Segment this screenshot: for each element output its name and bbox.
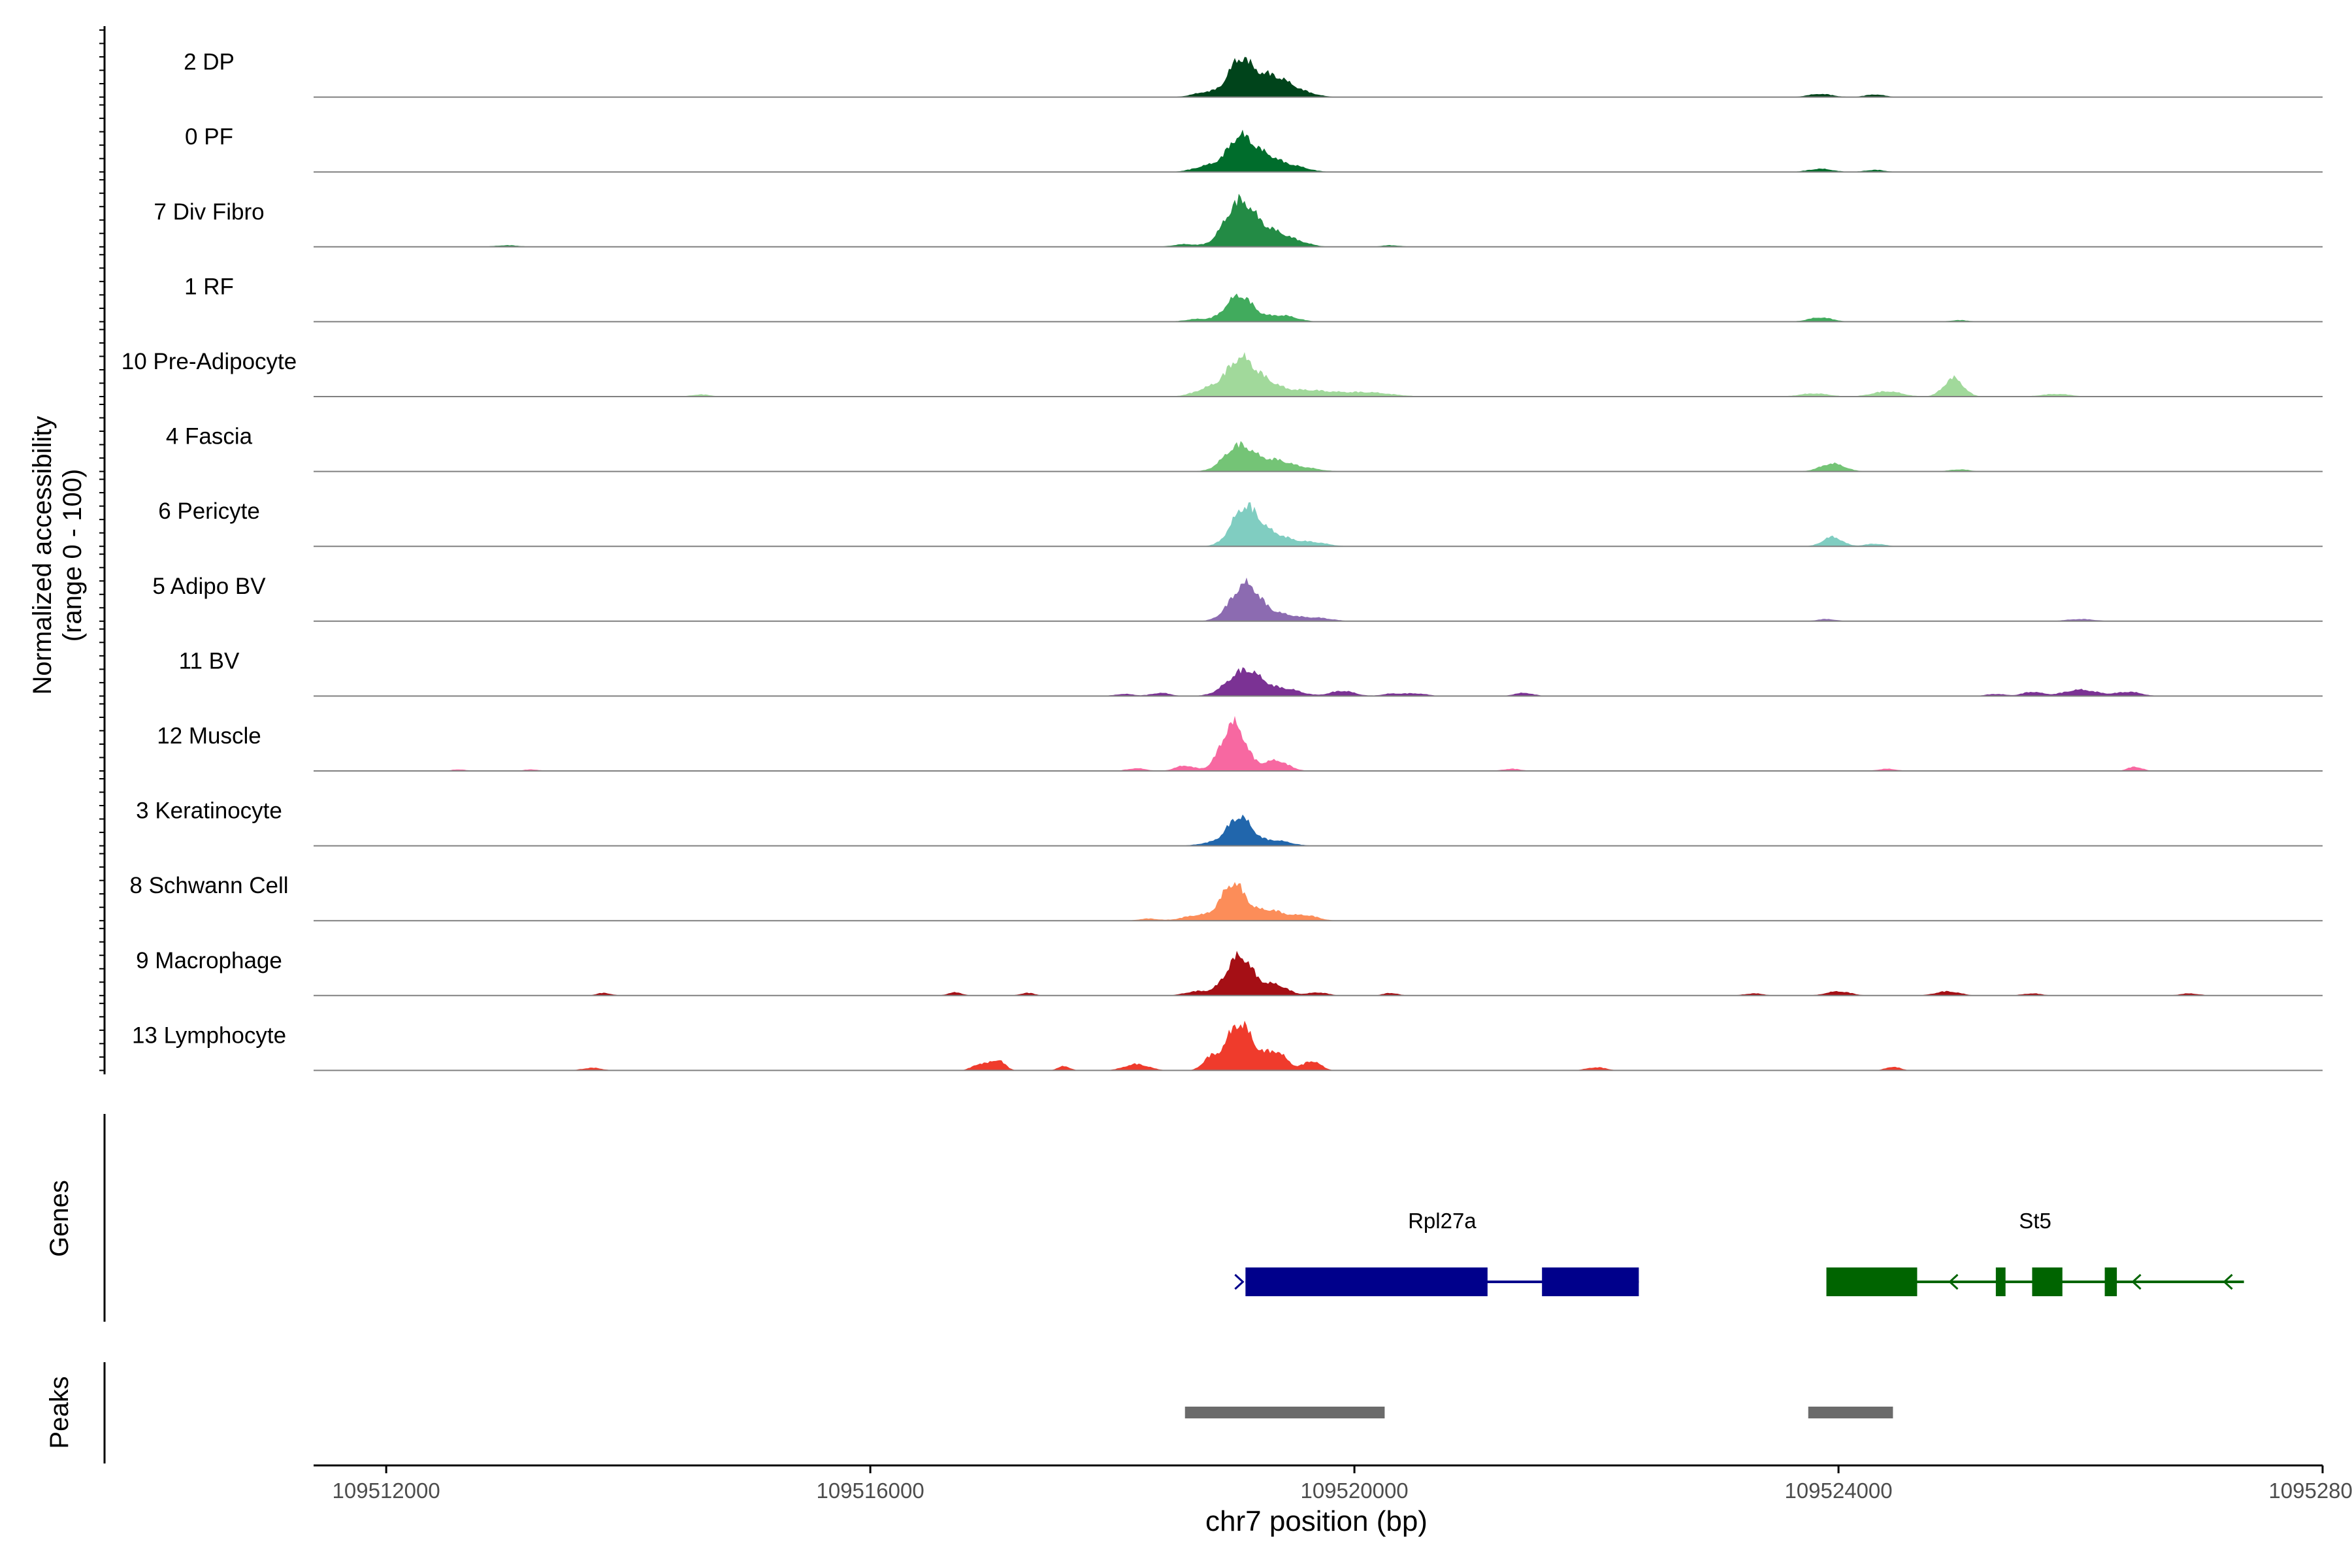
track-5-adipo-bv: 5 Adipo BV <box>152 574 2323 622</box>
gene-label: St5 <box>2019 1209 2051 1233</box>
coverage-area <box>314 667 2323 696</box>
gene-st5: St5 <box>1826 1209 2244 1296</box>
gene-strand-arrow <box>1948 1273 1959 1290</box>
coverage-area <box>314 882 2323 921</box>
track-label: 6 Pericyte <box>158 498 260 524</box>
track-0-pf: 0 PF <box>185 124 2323 173</box>
coverage-area <box>314 715 2323 771</box>
peaks-panel-label: Peaks <box>45 1376 74 1448</box>
gene-exon <box>2104 1267 2117 1296</box>
left-axis-panel <box>99 26 106 1075</box>
track-label: 8 Schwann Cell <box>129 873 288 898</box>
track-6-pericyte: 6 Pericyte <box>158 498 2323 547</box>
x-tick-label: 109520000 <box>1300 1478 1408 1503</box>
track-label: 13 Lymphocyte <box>132 1022 286 1048</box>
track-3-keratinocyte: 3 Keratinocyte <box>136 798 2323 847</box>
track-label: 3 Keratinocyte <box>136 798 282 824</box>
track-11-bv: 11 BV <box>179 648 2323 697</box>
x-tick-label: 109528000 <box>2268 1478 2352 1503</box>
track-label: 4 Fascia <box>166 424 253 449</box>
coverage-area <box>314 441 2323 472</box>
gene-label: Rpl27a <box>1408 1209 1477 1233</box>
track-label: 2 DP <box>184 50 235 75</box>
track-label: 12 Muscle <box>157 723 261 749</box>
gene-exon <box>2032 1267 2063 1296</box>
gene-exon <box>1995 1267 2006 1296</box>
gene-rpl27a: Rpl27a <box>1234 1209 1639 1296</box>
gene-strand-arrow <box>1234 1273 1245 1290</box>
gene-exon <box>1826 1267 1918 1296</box>
x-tick-label: 109516000 <box>817 1478 924 1503</box>
track-7-div-fibro: 7 Div Fibro <box>154 193 2323 248</box>
track-9-macrophage: 9 Macrophage <box>136 948 2323 996</box>
peak-region-bar <box>1808 1407 1893 1418</box>
gene-exon <box>1245 1267 1488 1296</box>
x-tick-label: 109524000 <box>1784 1478 1892 1503</box>
gene-annotations: Rpl27a St5 <box>1234 1209 2244 1296</box>
y-axis-label-line2: (range 0 - 100) <box>58 469 87 642</box>
peak-region-bar <box>1184 1407 1385 1418</box>
track-2-dp: 2 DP <box>184 50 2323 98</box>
x-axis-label: chr7 position (bp) <box>1205 1505 1428 1537</box>
track-1-rf: 1 RF <box>184 274 2323 323</box>
track-10-pre-adipocyte: 10 Pre-Adipocyte <box>122 349 2323 397</box>
coverage-area <box>314 293 2323 322</box>
coverage-area <box>314 351 2323 397</box>
x-axis: 109512000 109516000 109520000 109524000 1095… <box>314 1464 2352 1503</box>
track-label: 5 Adipo BV <box>152 574 266 599</box>
coverage-area <box>314 577 2323 621</box>
x-tick-label: 109512000 <box>333 1478 440 1503</box>
track-12-muscle: 12 Muscle <box>157 715 2323 772</box>
coverage-area <box>314 951 2323 996</box>
coverage-area <box>314 1021 2323 1071</box>
gene-strand-arrow <box>2131 1273 2142 1290</box>
track-label: 10 Pre-Adipocyte <box>122 349 297 374</box>
track-label: 7 Div Fibro <box>154 199 264 225</box>
coverage-area <box>314 129 2323 172</box>
gene-exon <box>1542 1267 1639 1296</box>
track-label: 1 RF <box>184 274 234 299</box>
track-13-lymphocyte: 13 Lymphocyte <box>132 1021 2323 1071</box>
coverage-area <box>314 814 2323 846</box>
track-label: 9 Macrophage <box>136 948 282 973</box>
genes-panel-label: Genes <box>45 1180 74 1257</box>
coverage-area <box>314 57 2323 97</box>
track-label: 11 BV <box>179 648 240 674</box>
coverage-area <box>314 193 2323 247</box>
track-8-schwann-cell: 8 Schwann Cell <box>129 873 2323 922</box>
track-4-fascia: 4 Fascia <box>166 424 2323 472</box>
coverage-area <box>314 502 2323 547</box>
y-axis-label-line1: Normalized accessibility <box>28 416 57 695</box>
track-label: 0 PF <box>185 124 233 150</box>
peak-regions <box>1184 1407 1893 1418</box>
coverage-tracks: 2 DP 0 PF 7 Div Fibro 1 RF 10 Pre-Adipocyte 4… <box>122 50 2323 1071</box>
gene-strand-arrow <box>2223 1273 2233 1290</box>
